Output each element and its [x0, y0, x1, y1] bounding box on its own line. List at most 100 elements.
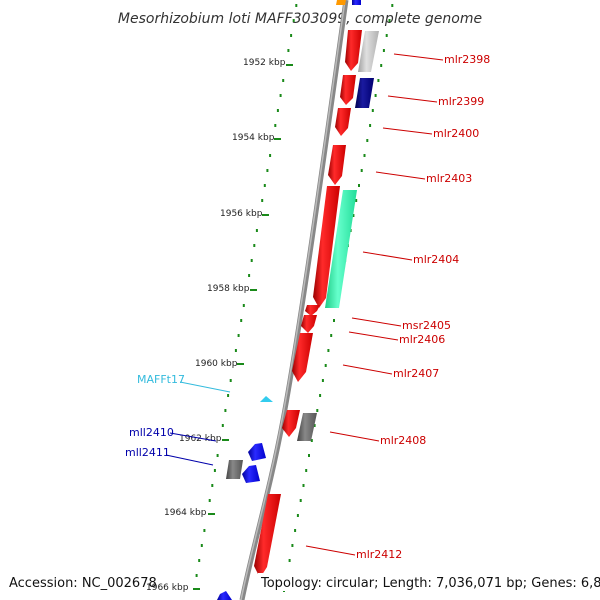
tick-dot: [287, 49, 290, 52]
gene-label-mlr2403[interactable]: mlr2403: [426, 172, 472, 185]
gene-mlr2404-arrow[interactable]: [313, 186, 340, 308]
tick-dot: [213, 469, 216, 472]
leader-MAFFt17: [179, 381, 231, 393]
kbp-label: 1964 kbp: [164, 508, 207, 518]
tick-dot: [391, 4, 394, 7]
tick-dot: [216, 454, 219, 457]
tick-dot: [369, 124, 372, 127]
tick-dot: [200, 544, 203, 547]
tick-dot: [308, 454, 310, 457]
gene-mlr2398-arrow[interactable]: [345, 30, 362, 71]
gene-mll2410-arrow[interactable]: [248, 443, 266, 461]
tick-dot: [352, 214, 355, 217]
gene-label-mlr2407[interactable]: mlr2407: [393, 367, 439, 380]
leader-mlr2400: [382, 127, 433, 135]
leader-msr2405: [351, 317, 402, 327]
tick-dot: [310, 439, 313, 442]
axis-tick-marks: [193, 64, 293, 590]
gene-mlr2412-arrow[interactable]: [254, 494, 281, 578]
feature-teal: [325, 190, 357, 308]
gene-mlr2403-arrow[interactable]: [328, 145, 346, 185]
tick-dot: [296, 514, 299, 517]
tick-dot: [327, 349, 330, 352]
tick-dot: [242, 304, 245, 307]
tick-dot: [321, 379, 324, 382]
kbp-label: 1966 kbp: [146, 583, 189, 593]
leader-mlr2406: [348, 331, 399, 341]
tick-dot: [203, 529, 206, 532]
gene-label-mlr2412[interactable]: mlr2412: [356, 548, 402, 561]
tick-dot: [266, 169, 269, 172]
tick-dot: [237, 334, 240, 337]
kbp-label: 1962 kbp: [179, 434, 222, 444]
gene-label-msr2405[interactable]: msr2405: [402, 319, 451, 332]
gene-label-mll2411[interactable]: mll2411: [125, 446, 170, 459]
tick-dot: [366, 139, 369, 142]
tick-dot: [324, 364, 327, 367]
tick-dot: [195, 574, 198, 577]
tick-dot: [333, 319, 335, 322]
tick-dot: [294, 529, 297, 532]
gene-mlr2408-arrow[interactable]: [282, 410, 300, 437]
gene-msr2405-arrow[interactable]: [305, 305, 320, 316]
feature-gray-2411: [226, 460, 243, 479]
tick-dot: [380, 64, 383, 67]
tick-dot: [319, 394, 322, 397]
kbp-label: 1960 kbp: [195, 359, 238, 369]
tick-dot: [363, 154, 366, 157]
gene-mlr2407-arrow[interactable]: [292, 333, 313, 382]
tick-dot: [263, 184, 266, 187]
leader-mlr2407: [342, 364, 393, 375]
feature-blue-top: [352, 0, 361, 5]
tick-dot: [255, 229, 258, 232]
tick-dot: [261, 199, 264, 202]
kbp-label: 1956 kbp: [220, 209, 263, 219]
gene-mll2411-arrow[interactable]: [242, 465, 260, 483]
map-title: Mesorhizobium loti MAFF303099, complete …: [118, 11, 482, 27]
tick-dot: [248, 274, 251, 277]
gene-blue-bottom-arrow: [217, 591, 232, 600]
tick-dot: [288, 559, 291, 562]
gene-label-mlr2404[interactable]: mlr2404: [413, 253, 459, 266]
gene-mlr2400-arrow[interactable]: [335, 108, 351, 136]
leader-mlr2408: [329, 431, 380, 442]
leader-mlr2403: [375, 171, 426, 180]
trna-label-MAFFt17[interactable]: MAFFt17: [137, 373, 185, 386]
tick-dot: [302, 484, 305, 487]
tick-dot: [316, 409, 319, 412]
feature-orange-top: [336, 0, 346, 5]
tick-dot: [305, 469, 308, 472]
tick-dot: [299, 499, 302, 502]
gene-mlr2399-arrow[interactable]: [340, 75, 356, 105]
feature-lightgray: [358, 31, 379, 72]
tick-dot: [292, 19, 295, 22]
tick-dot: [313, 424, 316, 427]
tick-dot: [330, 334, 333, 337]
feature-gray-2408: [297, 413, 317, 441]
gene-mlr2406-arrow[interactable]: [301, 315, 317, 333]
kbp-label: 1958 kbp: [207, 284, 250, 294]
tick-dot: [295, 4, 298, 7]
leader-mlr2404: [362, 251, 413, 261]
tick-dot: [377, 79, 380, 82]
leader-mlr2398: [393, 53, 444, 61]
gene-label-mlr2400[interactable]: mlr2400: [433, 127, 479, 140]
tick-dot: [269, 154, 272, 157]
gene-label-mll2410[interactable]: mll2410: [129, 426, 174, 439]
tick-dot: [385, 34, 388, 37]
trna-MAFFt17-marker[interactable]: [260, 396, 273, 402]
gene-label-mlr2408[interactable]: mlr2408: [380, 434, 426, 447]
tick-dot: [371, 109, 374, 112]
feature-navy: [355, 78, 374, 108]
footer-left-bg: [6, 573, 144, 591]
leader-mlr2399: [387, 95, 438, 103]
tick-dot: [250, 259, 253, 262]
leader-mll2411: [165, 454, 214, 466]
leader-mll2410: [169, 432, 217, 442]
tick-dot: [227, 394, 230, 397]
gene-label-mlr2406[interactable]: mlr2406: [399, 333, 445, 346]
gene-label-mlr2399[interactable]: mlr2399: [438, 95, 484, 108]
gene-label-mlr2398[interactable]: mlr2398: [444, 53, 490, 66]
footer-right-bg: [258, 573, 594, 591]
